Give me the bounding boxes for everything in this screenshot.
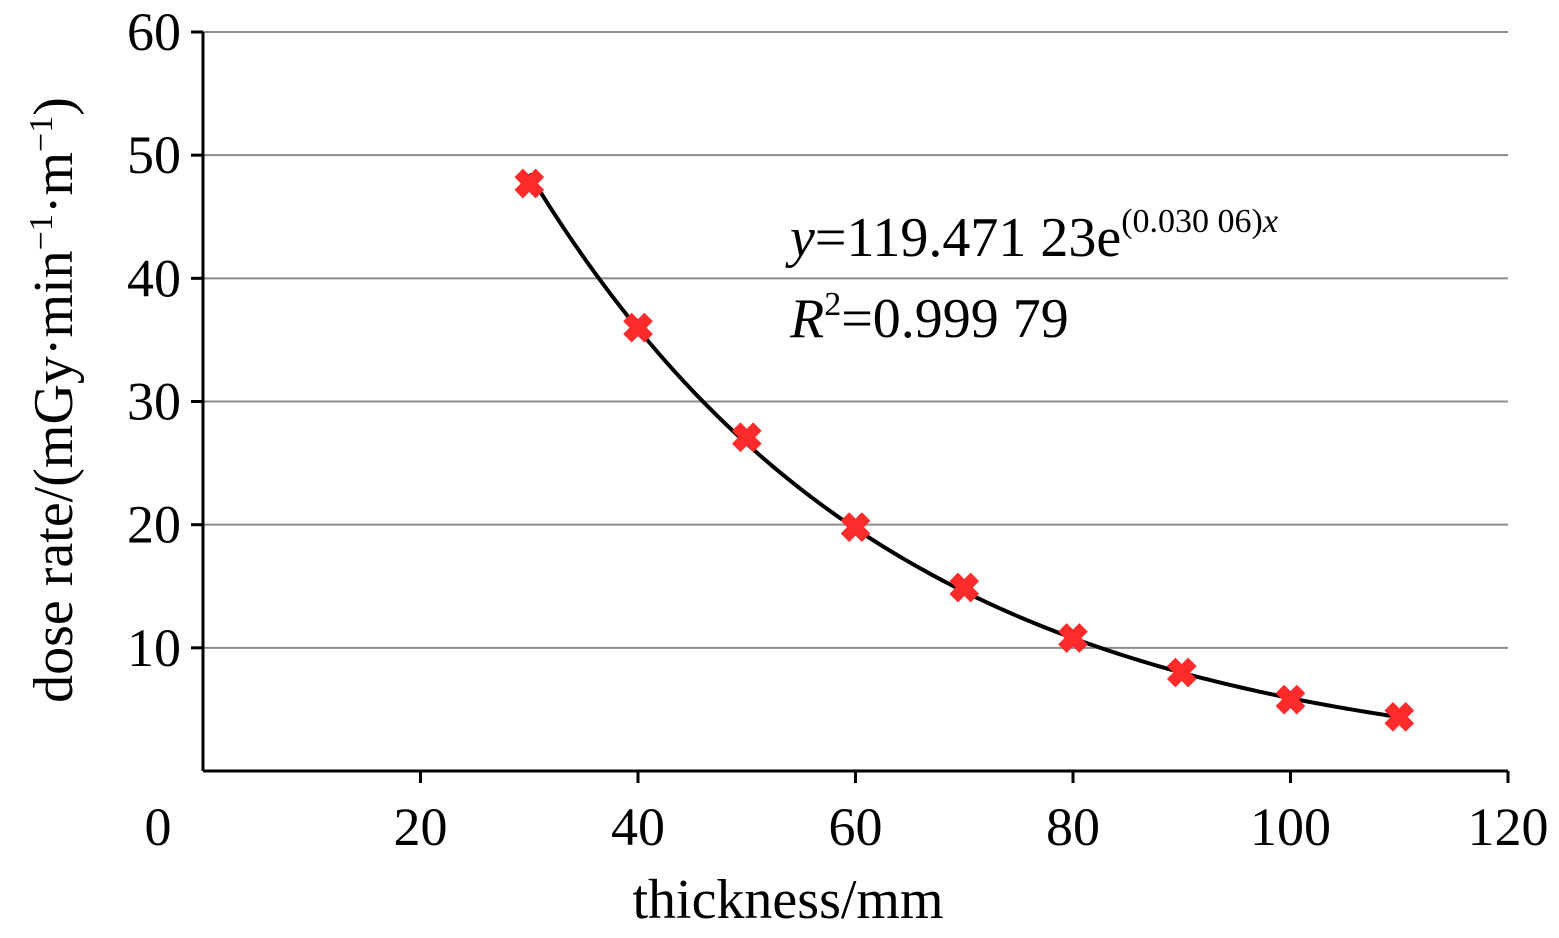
y-axis-title-exp2: −1 — [23, 116, 60, 152]
equation-body: =119.471 23e — [815, 207, 1121, 269]
data-point — [1166, 657, 1197, 688]
y-tick-label: 50 — [127, 125, 181, 185]
data-point — [840, 512, 871, 542]
r-squared-value: =0.999 79 — [841, 288, 1069, 350]
x-tick-label: 60 — [829, 797, 883, 857]
y-tick-label: 10 — [127, 618, 181, 678]
y-axis-title-prefix: dose rate/(mGy·min — [23, 250, 85, 703]
y-tick-label: 30 — [127, 372, 181, 432]
y-axis-title-exp1: −1 — [23, 214, 60, 250]
x-tick-label: 0 — [145, 797, 172, 857]
data-point — [1275, 684, 1306, 715]
r-squared-annotation: R2=0.999 79 — [789, 286, 1069, 350]
x-tick-label: 80 — [1046, 797, 1100, 857]
y-axis-title-mid: ·m — [23, 152, 85, 214]
data-point — [1058, 623, 1088, 653]
data-points — [514, 168, 1415, 732]
y-tick-label: 60 — [127, 2, 181, 62]
gridlines — [203, 31, 1508, 649]
equation-y: y — [785, 207, 815, 269]
equation-annotation: y=119.471 23e(0.030 06)x — [785, 203, 1278, 269]
y-ticks: 10 20 30 40 50 60 — [127, 2, 203, 678]
y-tick-label: 20 — [127, 495, 181, 555]
x-tick-label: 20 — [394, 797, 448, 857]
data-point — [623, 312, 653, 343]
y-tick-label: 40 — [127, 248, 181, 308]
data-point — [731, 422, 762, 453]
data-point — [1384, 701, 1415, 732]
x-ticks: 0 20 40 60 80 100 120 — [145, 771, 1549, 857]
equation-exponent: (0.030 06) — [1121, 203, 1263, 240]
x-tick-label: 120 — [1468, 797, 1549, 857]
x-tick-label: 40 — [611, 797, 665, 857]
r-squared-r: R — [789, 288, 824, 350]
y-axis-title: dose rate/(mGy·min−1·m−1) — [23, 97, 85, 703]
x-axis-title: thickness/mm — [632, 869, 943, 931]
x-tick-label: 100 — [1250, 797, 1331, 857]
data-point — [514, 168, 545, 199]
data-point — [949, 572, 980, 603]
equation-exponent-x: x — [1262, 203, 1278, 240]
r-squared-exp: 2 — [824, 286, 841, 323]
y-axis-title-suffix: ) — [23, 97, 85, 116]
